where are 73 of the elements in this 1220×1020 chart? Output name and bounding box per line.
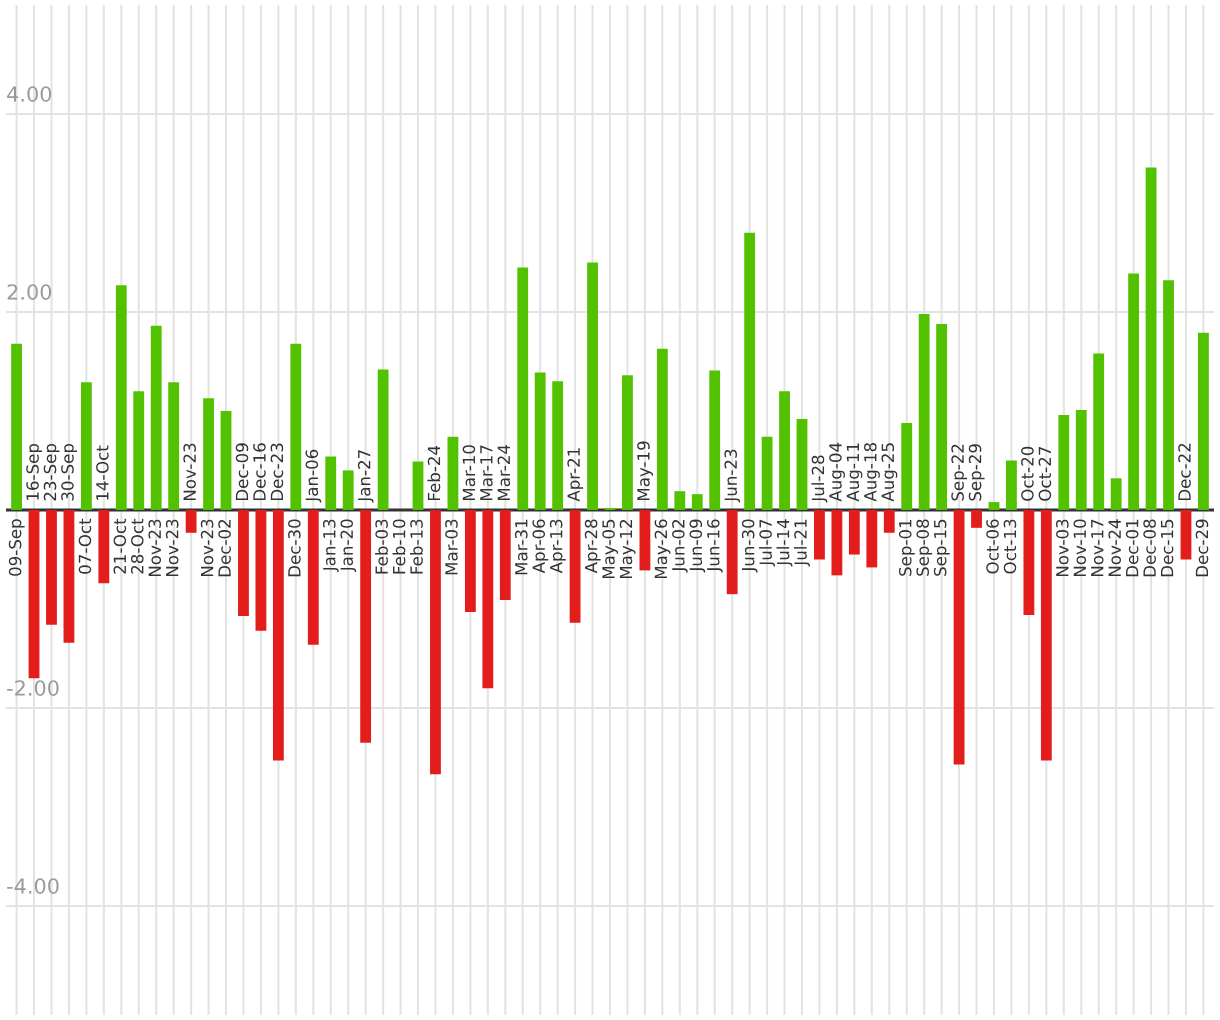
x-tick-label: Nov-23	[148, 519, 162, 577]
x-tick-label: Jun-16	[706, 519, 723, 573]
x-tick-label: Feb-03	[375, 519, 388, 574]
x-tick-label: Oct-06	[986, 519, 999, 574]
x-tick-label: Nov-23	[183, 443, 196, 501]
x-tick-label: Mar-31	[514, 519, 528, 575]
x-tick-label: Dec-30	[288, 519, 301, 577]
x-tick-label: 14-Oct	[96, 445, 109, 500]
x-tick-label: May-19	[637, 441, 653, 501]
x-tick-label: 30-Sep	[61, 443, 77, 501]
x-tick-label: Jan-27	[357, 450, 374, 503]
x-tick-label: Oct-20	[1021, 446, 1034, 501]
x-tick-label: Apr-21	[567, 448, 584, 502]
x-tick-label: Aug-04	[829, 442, 845, 502]
x-tick-label: Feb-10	[392, 519, 406, 574]
x-tick-label: Feb-13	[409, 519, 423, 574]
x-tick-label: Oct-27	[1038, 447, 1052, 501]
x-tick-label: Dec-01	[1125, 519, 1139, 577]
y-tick-label: -4.00	[7, 878, 59, 894]
x-tick-label: Jul-21	[793, 519, 810, 567]
x-tick-label: Apr-06	[532, 519, 549, 574]
y-tick-label: 4.00	[7, 86, 52, 102]
x-tick-label: Jul-14	[776, 519, 793, 567]
x-tick-label: Dec-23	[270, 443, 284, 501]
x-tick-label: 28-Oct	[130, 518, 144, 574]
x-tick-label: Sep-15	[933, 519, 950, 576]
x-tick-label: Dec-15	[1160, 519, 1174, 577]
x-tick-label: 23-Sep	[43, 443, 60, 501]
x-tick-label: Nov-23	[200, 519, 214, 577]
x-tick-label: Jun-02	[672, 520, 688, 573]
x-tick-label: Mar-24	[497, 445, 511, 501]
x-tick-label: Sep-22	[951, 444, 968, 501]
y-tick-label: -2.00	[7, 680, 59, 696]
x-tick-label: Sep-01	[898, 519, 915, 576]
x-tick-label: Jun-30	[741, 519, 758, 573]
x-tick-label: Nov-24	[1108, 519, 1121, 577]
x-tick-label: Dec-08	[1143, 519, 1156, 577]
x-tick-label: Nov-17	[1091, 519, 1104, 577]
x-tick-label: 07-Oct	[78, 518, 92, 574]
x-tick-label: May-05	[602, 519, 619, 579]
x-tick-label: Dec-29	[1195, 519, 1209, 577]
x-tick-label: Mar-17	[480, 445, 493, 501]
x-tick-label: Aug-25	[881, 443, 898, 502]
x-tick-label: Oct-13	[1003, 519, 1017, 574]
x-tick-label: 09-Sep	[8, 519, 25, 576]
x-tick-label: Nov-03	[1056, 519, 1069, 577]
x-tick-label: Aug-18	[864, 443, 880, 502]
x-tick-label: Sep-29	[968, 444, 985, 501]
x-tick-label: Dec-09	[235, 443, 249, 501]
x-tick-label: May-12	[619, 520, 636, 579]
x-tick-label: Mar-10	[462, 445, 476, 501]
x-tick-label: 21-Oct	[113, 518, 127, 574]
y-tick-label: 2.00	[7, 284, 52, 300]
x-tick-label: Jan-20	[340, 519, 357, 573]
x-tick-label: Dec-02	[218, 520, 231, 577]
x-tick-label: Mar-03	[445, 519, 458, 575]
x-tick-label: Jan-13	[322, 519, 339, 573]
x-tick-label: Nov-10	[1073, 519, 1087, 577]
x-tick-label: Dec-22	[1178, 443, 1191, 501]
x-tick-label: Aug-11	[846, 443, 863, 502]
x-tick-label: Apr-13	[549, 519, 566, 574]
x-tick-label: Nov-23	[165, 519, 179, 577]
x-tick-label: Dec-16	[253, 443, 266, 501]
x-tick-label: Jul-07	[759, 519, 776, 567]
x-tick-label: Jan-06	[305, 449, 322, 503]
x-tick-label: May-26	[654, 519, 671, 579]
x-tick-label: Jun-09	[689, 519, 706, 573]
x-tick-label: Sep-08	[916, 519, 933, 576]
x-tick-label: Jun-23	[724, 449, 741, 503]
x-tick-label: Feb-24	[427, 445, 441, 501]
x-tick-label: Jul-28	[811, 455, 828, 503]
x-tick-label: 16-Sep	[26, 443, 43, 500]
x-tick-label: Apr-28	[584, 519, 601, 574]
